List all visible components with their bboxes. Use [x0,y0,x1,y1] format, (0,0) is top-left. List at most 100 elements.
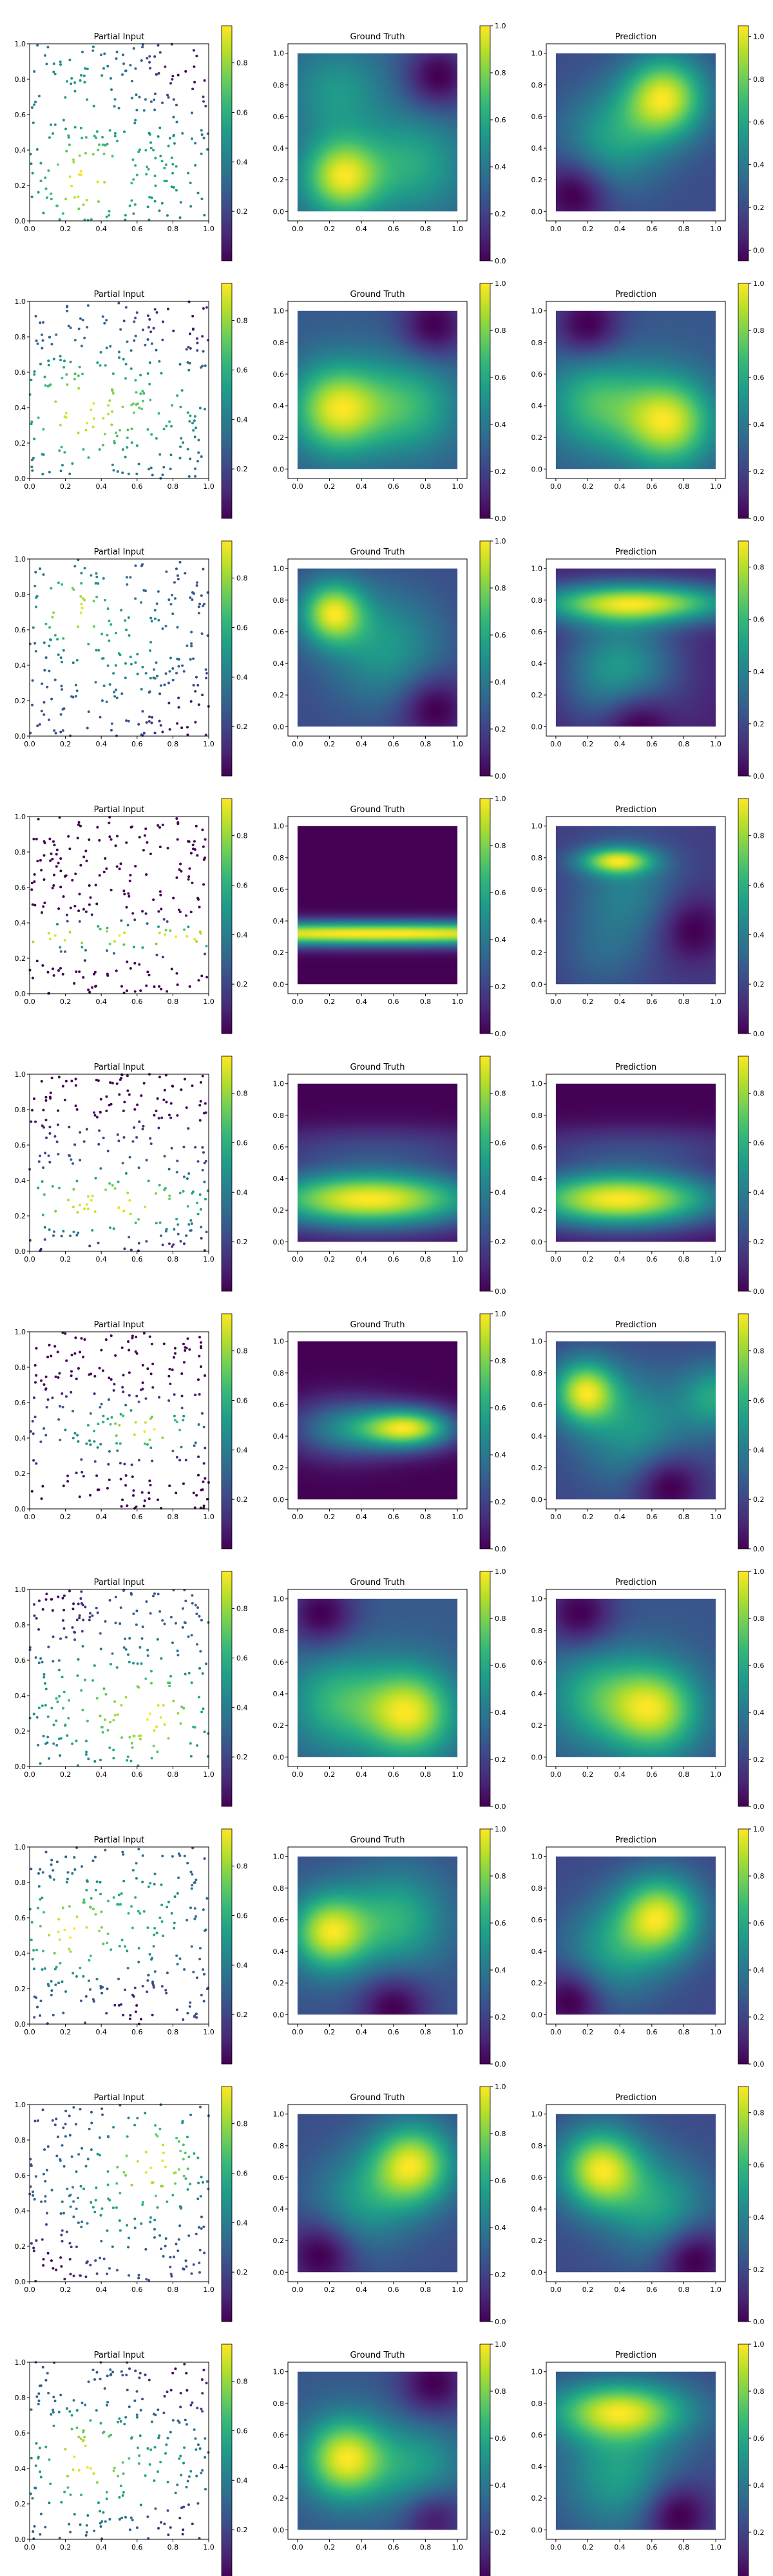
scatter-point [147,167,150,171]
x-tick-label: 1.0 [452,1770,463,1779]
scatter-point [50,587,53,590]
scatter-point [88,1615,91,1618]
scatter-point [169,603,173,606]
scatter-point [122,1879,126,1882]
y-tick-label: 0.0 [273,723,285,731]
scatter-point [189,346,192,350]
y-tick-label: 0.6 [15,1141,26,1150]
scatter-point [34,2280,37,2283]
scatter-point [133,2123,137,2126]
scatter-point [106,949,109,952]
scatter-point [142,1081,146,1084]
scatter-point [196,341,199,345]
scatter-point [76,1434,79,1437]
scatter-point [81,372,84,375]
scatter-point [100,1991,104,1994]
scatter-point [66,1734,69,1737]
scatter-point [42,2172,45,2175]
scatter-point [43,901,46,904]
colorbar-tick-label: 0.2 [236,2526,248,2534]
scatter-point [79,1159,82,1162]
heatmap-image [555,1598,716,1757]
x-tick-label: 1.0 [452,740,463,748]
scatter-point [141,1387,144,1390]
scatter-point [141,2203,144,2206]
scatter-point [52,2013,55,2016]
scatter-point [177,908,180,911]
scatter-point [196,1473,200,1477]
scatter-point [73,1856,76,1859]
scatter-point [203,79,206,82]
scatter-point [200,632,204,635]
y-tick-label: 1.0 [273,1080,285,1088]
scatter-point [141,665,144,668]
scatter-point [184,1622,187,1625]
scatter-point [160,1234,163,1237]
scatter-point [73,2513,76,2516]
scatter-point [105,1095,108,1098]
colorbar-tick-label: 0.2 [753,2266,765,2274]
scatter-point [138,2454,141,2458]
scatter-point [170,43,173,46]
scatter-point [34,1381,37,1384]
scatter-point [153,2479,156,2483]
scatter-point [179,2454,182,2458]
colorbar-tick-label: 0.4 [495,2224,506,2232]
colorbar-tick-label: 0.4 [753,2213,765,2222]
scatter-point [176,1649,179,1653]
scatter-point [135,1336,138,1339]
scatter-point [96,826,99,829]
scatter-point [57,1153,60,1156]
scatter-point [101,1369,104,1372]
scatter-point [133,961,137,965]
partial-input-panel: 0.0 0.2 0.4 0.6 0.8 1.00.00.20.40.60.81.0Part… [15,25,248,261]
scatter-point [34,315,37,318]
scatter-point [112,1719,115,1722]
scatter-point [171,2371,175,2374]
scatter-point [132,1662,135,1665]
scatter-point [158,846,162,849]
scatter-point [61,1675,64,1678]
scatter-point [202,2369,205,2372]
scatter-point [135,173,138,176]
scatter-point [190,137,193,140]
scatter-point [153,200,157,203]
y-tick-label: 0.2 [273,1206,285,1215]
scatter-point [149,2166,153,2170]
colorbar-tick-label: 0.8 [495,1090,506,1098]
scatter-point [189,1870,193,1873]
scatter-point [103,598,106,601]
scatter-point [182,1146,186,1149]
scatter-point [90,574,93,577]
scatter-point [148,720,151,723]
scatter-point [95,1697,99,1700]
scatter-point [167,2533,170,2536]
x-tick-label: 0.0 [24,1513,35,1521]
scatter-point [122,357,125,361]
scatter-point [195,54,198,57]
scatter-point [68,1947,71,1951]
scatter-point [62,1229,65,1233]
scatter-point [193,435,196,439]
scatter-point [91,986,94,989]
scatter-point [128,1637,131,1640]
x-tick-label: 0.6 [388,1255,399,1264]
scatter-point [153,2236,156,2239]
scatter-point [162,1342,166,1345]
scatter-point [82,1618,85,1622]
scatter-point [77,820,81,824]
scatter-point [121,471,124,475]
scatter-point [69,2493,72,2496]
colorbar-tick-label: 0.8 [753,1090,765,1098]
scatter-point [148,318,151,321]
scatter-point [164,929,167,932]
scatter-point [177,2419,180,2422]
scatter-point [141,1854,144,1857]
colorbar-tick-label: 0.4 [753,2481,765,2490]
scatter-point [91,1229,94,1232]
scatter-point [193,840,196,843]
scatter-point [144,672,148,675]
scatter-point [157,1704,160,1707]
scatter-point [82,1356,85,1359]
axes-frame [546,558,726,737]
